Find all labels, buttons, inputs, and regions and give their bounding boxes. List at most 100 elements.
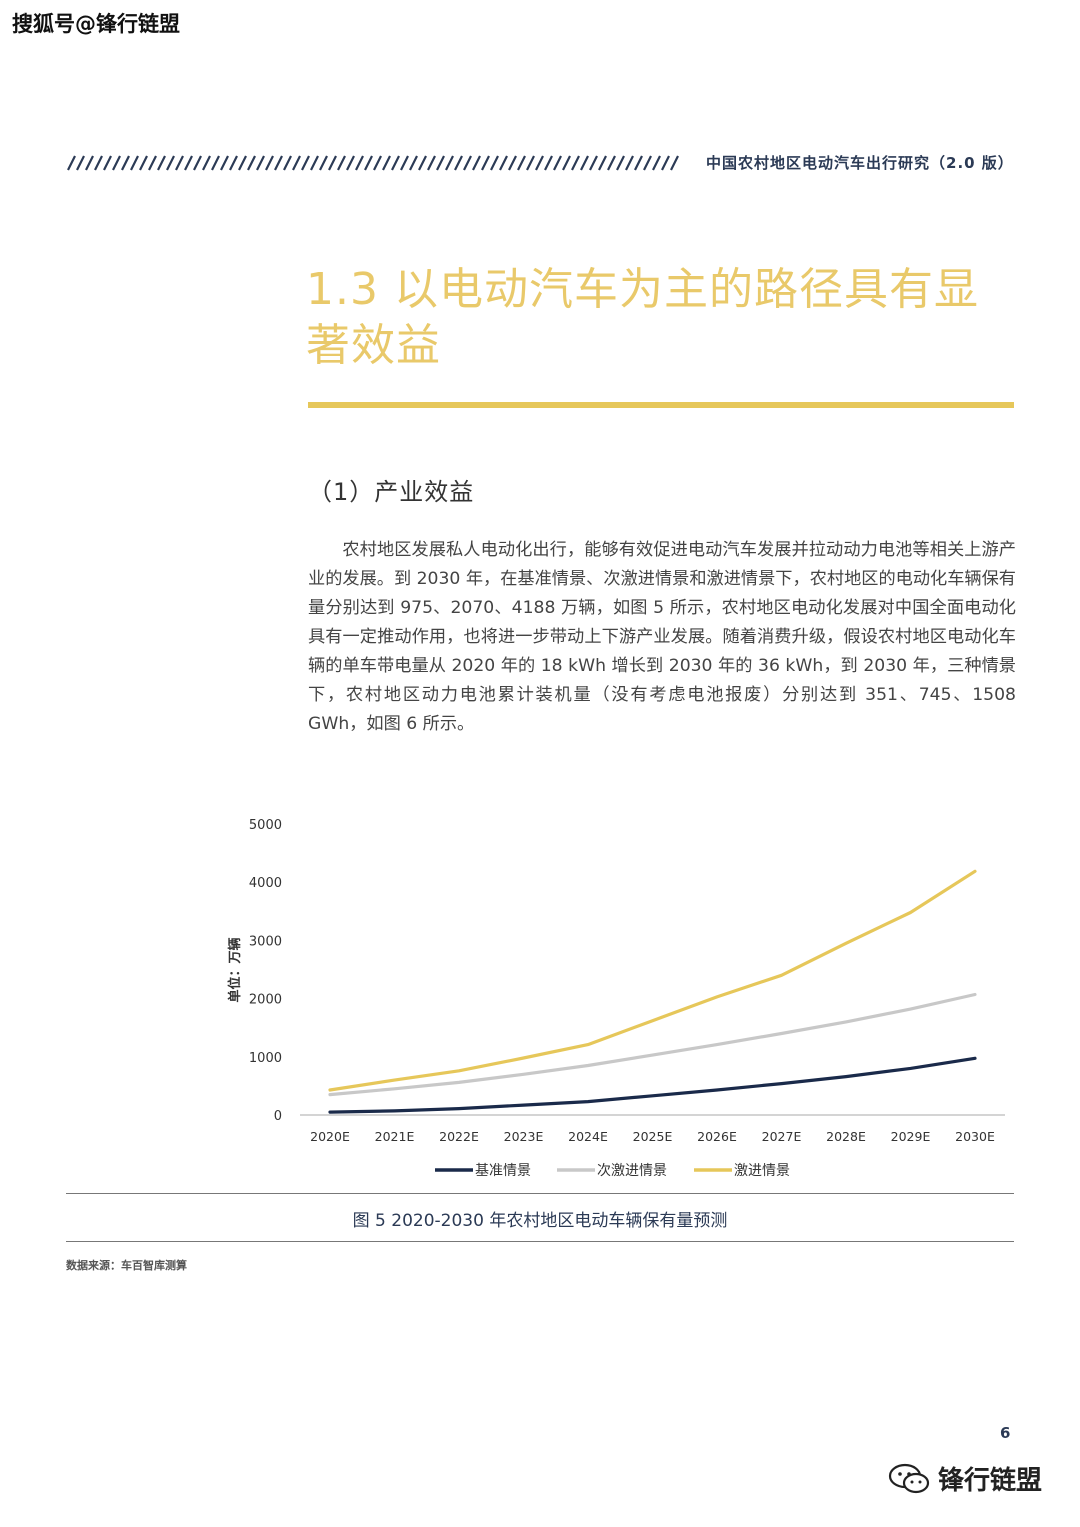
- stripe: [256, 155, 265, 171]
- stripe: [562, 155, 571, 171]
- legend-label: 基准情景: [475, 1162, 531, 1179]
- stripe: [409, 155, 418, 171]
- stripe: [265, 155, 274, 171]
- page-number: 6: [1000, 1424, 1011, 1442]
- stripe: [661, 155, 670, 171]
- stripe: [382, 155, 391, 171]
- figure-rule-top: [66, 1193, 1014, 1194]
- stripe: [94, 155, 103, 171]
- y-tick-label: 4000: [249, 876, 282, 891]
- y-tick-label: 3000: [249, 934, 282, 949]
- stripe: [589, 155, 598, 171]
- stripe: [652, 155, 661, 171]
- x-tick-label: 2020E: [310, 1129, 350, 1144]
- stripe: [526, 155, 535, 171]
- stripe: [436, 155, 445, 171]
- stripe: [121, 155, 130, 171]
- stripe: [67, 155, 76, 171]
- sub-title: （1）产业效益: [308, 478, 475, 506]
- x-tick-label: 2025E: [633, 1129, 673, 1144]
- stripe: [634, 155, 643, 171]
- figure-rule-bottom: [66, 1241, 1014, 1242]
- figure-caption: 图 5 2020-2030 年农村地区电动车辆保有量预测: [352, 1211, 728, 1231]
- y-tick-label: 2000: [249, 993, 282, 1008]
- stripe: [292, 155, 301, 171]
- stripe: [625, 155, 634, 171]
- section-title: 1.3 以电动汽车为主的路径具有显著效益: [306, 264, 979, 371]
- series-line: [328, 869, 977, 1092]
- stripe: [463, 155, 472, 171]
- stripe: [607, 155, 616, 171]
- stripe: [418, 155, 427, 171]
- stripe: [598, 155, 607, 171]
- x-tick-label: 2023E: [504, 1129, 544, 1144]
- stripe: [670, 155, 679, 171]
- title-rule: [308, 402, 1014, 408]
- stripe: [220, 155, 229, 171]
- stripe: [328, 155, 337, 171]
- series-line: [328, 992, 977, 1097]
- wechat-icon: [888, 1463, 930, 1493]
- watermark-bottom-text: 锋行链盟: [938, 1466, 1043, 1496]
- y-tick-label: 1000: [249, 1051, 282, 1066]
- y-axis-label: 单位：万辆: [227, 937, 243, 1002]
- stripe: [481, 155, 490, 171]
- stripe: [148, 155, 157, 171]
- x-tick-label: 2021E: [375, 1129, 415, 1144]
- stripe: [310, 155, 319, 171]
- x-tick-label: 2030E: [955, 1129, 995, 1144]
- body-paragraph: 农村地区发展私人电动化出行，能够有效促进电动汽车发展并拉动动力电池等相关上游产业…: [308, 540, 1016, 734]
- stripe: [301, 155, 310, 171]
- stripe: [553, 155, 562, 171]
- header-title: 中国农村地区电动汽车出行研究（2.0 版）: [706, 154, 1014, 172]
- stripe: [517, 155, 526, 171]
- header-stripes: [67, 155, 679, 171]
- stripe: [193, 155, 202, 171]
- watermark-top: 搜狐号@锋行链盟: [12, 12, 180, 36]
- y-tick-label: 0: [274, 1109, 282, 1124]
- stripe: [571, 155, 580, 171]
- stripe: [400, 155, 409, 171]
- stripe: [85, 155, 94, 171]
- stripe: [202, 155, 211, 171]
- stripe: [490, 155, 499, 171]
- stripe: [139, 155, 148, 171]
- stripe: [319, 155, 328, 171]
- stripe: [643, 155, 652, 171]
- x-tick-label: 2027E: [762, 1129, 802, 1144]
- stripe: [175, 155, 184, 171]
- stripe: [427, 155, 436, 171]
- stripe: [229, 155, 238, 171]
- stripe: [274, 155, 283, 171]
- stripe: [103, 155, 112, 171]
- body-text: 农村地区发展私人电动化出行，能够有效促进电动汽车发展并拉动动力电池等相关上游产业…: [308, 536, 1016, 739]
- legend-label: 次激进情景: [597, 1162, 667, 1179]
- stripe: [508, 155, 517, 171]
- stripe: [283, 155, 292, 171]
- x-tick-label: 2029E: [891, 1129, 931, 1144]
- stripe: [211, 155, 220, 171]
- stripe: [445, 155, 454, 171]
- stripe: [337, 155, 346, 171]
- y-tick-label: 5000: [249, 818, 282, 833]
- stripe: [184, 155, 193, 171]
- stripe: [112, 155, 121, 171]
- stripe: [616, 155, 625, 171]
- stripe: [157, 155, 166, 171]
- stripe: [76, 155, 85, 171]
- x-tick-label: 2024E: [568, 1129, 608, 1144]
- source-note: 数据来源：车百智库测算: [66, 1259, 187, 1272]
- stripe: [355, 155, 364, 171]
- line-chart: 0 1000 2000 3000 4000 5000 单位：万辆 2020E 2021E 2022…: [227, 818, 1005, 1179]
- stripe: [247, 155, 256, 171]
- x-tick-label: 2026E: [697, 1129, 737, 1144]
- legend-label: 激进情景: [734, 1162, 790, 1179]
- stripe: [544, 155, 553, 171]
- stripe: [472, 155, 481, 171]
- stripe: [346, 155, 355, 171]
- x-tick-label: 2028E: [826, 1129, 866, 1144]
- x-tick-label: 2022E: [439, 1129, 479, 1144]
- stripe: [130, 155, 139, 171]
- stripe: [166, 155, 175, 171]
- stripe: [373, 155, 382, 171]
